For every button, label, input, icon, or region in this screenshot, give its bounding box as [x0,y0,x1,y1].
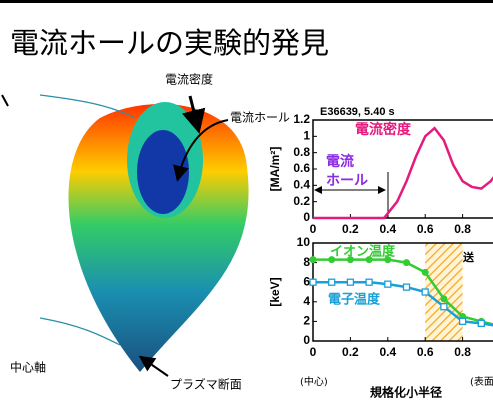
image-label: 電流密度 [165,72,213,87]
point [440,303,448,311]
point [384,256,392,264]
y-tick-label: 0.8 [293,145,310,159]
y-tick-label: 4 [303,294,310,308]
arrow [138,355,169,377]
axis-line [39,317,121,346]
point [328,256,336,264]
hole [137,130,189,214]
marker [1,94,9,107]
axis-line [39,94,136,119]
y-tick-label: 2 [303,314,310,328]
y-axis-label: [keV] [268,277,282,306]
arrow [181,95,206,134]
y-tick-label: 1 [303,129,310,143]
x-tick-label: 0.2 [342,222,359,236]
point [365,278,373,286]
plasma-surface [68,103,249,373]
point [309,256,317,264]
region [425,243,463,341]
x-tick-label: 0.4 [379,222,396,236]
y-tick-label: 0.4 [293,178,310,192]
y-axis-label: [MA/m²] [268,147,282,192]
point [402,283,411,291]
legend-label: 電流密度 [355,121,412,138]
annotation: ホール [326,173,368,189]
y-tick-label: 0.6 [293,161,310,175]
chart-title: E36639, 5.40 s [320,106,395,118]
point [458,317,467,326]
top-rule [0,0,493,3]
x-tick-label: 0.2 [342,345,359,359]
point [309,278,317,286]
plot-frame [312,242,493,342]
x-tick-label: 0 [310,222,317,236]
x-note: (中心) [300,375,328,388]
series-line [313,126,493,220]
y-tick-label: 0 [303,210,310,224]
legend-label: イオン温度 [330,244,396,260]
point [477,319,485,328]
point [346,256,354,264]
x-note: (表面) [470,375,493,388]
x-tick-label: 0.8 [454,222,471,236]
plasma-image [1,94,249,377]
point [365,256,373,264]
annotation: 電流 [326,153,354,170]
point [328,278,336,286]
image-label: 電流ホール [230,111,290,125]
point [440,295,448,303]
y-tick-label: 6 [303,274,310,288]
x-tick-label: 0.6 [417,222,434,236]
x-axis-label: 規格化小半径 [370,385,442,400]
y-tick-label: 8 [303,255,310,269]
image-label: 中心軸 [10,360,46,375]
image-label: プラズマ断面 [170,377,242,392]
x-tick-label: 0 [310,345,317,359]
point [384,280,392,288]
x-tick-label: 0.4 [379,345,396,359]
legend-label: 電子温度 [328,292,381,308]
y-tick-label: 10 [297,235,311,249]
y-tick-label: 0 [303,333,310,347]
x-tick-label: 0.8 [454,345,471,359]
point [346,278,355,286]
y-tick-label: 0.2 [293,194,310,208]
slide-title: 電流ホールの実験的発見 [10,26,329,60]
arrow [173,119,229,182]
y-tick-label: 1.2 [293,112,310,126]
point [421,288,429,296]
x-tick-label: 0.6 [417,345,434,359]
point [421,268,429,276]
point [403,259,410,267]
